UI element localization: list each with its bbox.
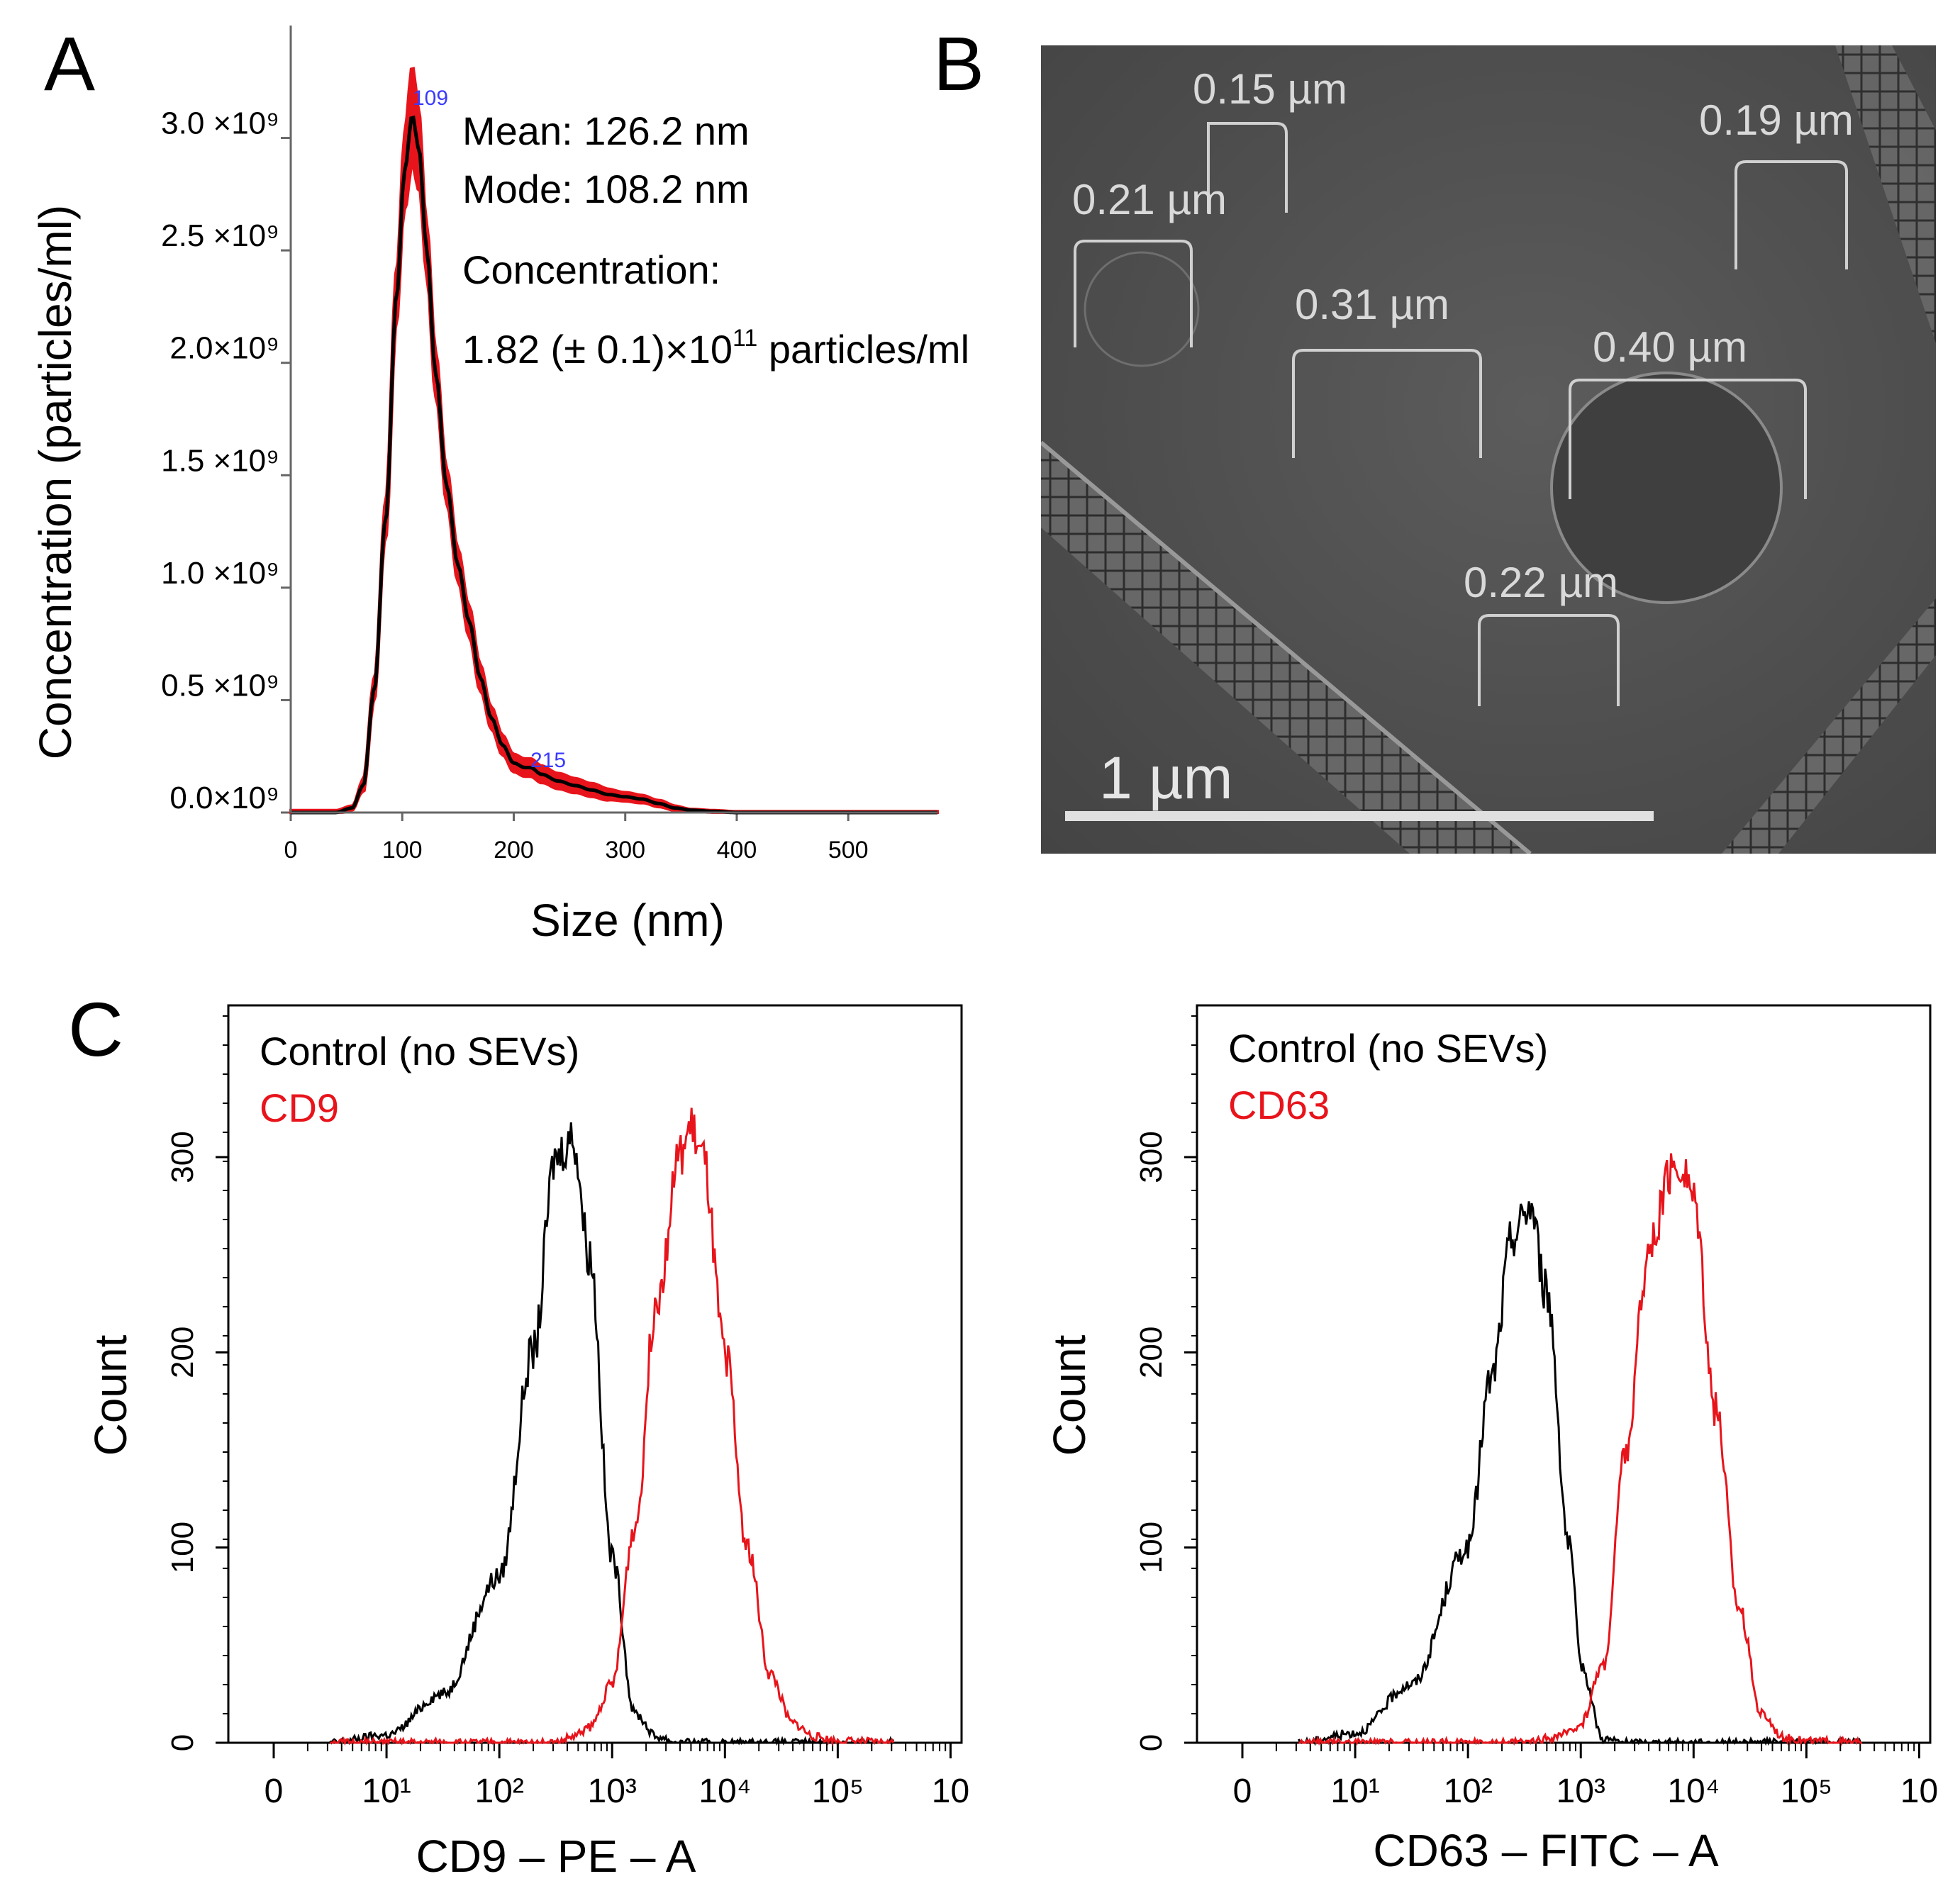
c1-y-tick-label: 0 bbox=[165, 1734, 200, 1751]
c1-x-tick-label: 10⁵ bbox=[812, 1773, 864, 1810]
tem-bracket-0-40 bbox=[1569, 379, 1807, 499]
tem-vesicle-small bbox=[1084, 251, 1200, 367]
tem-micrograph: 0.15 µm 0.19 µm 0.21 µm 0.31 µm 0.40 µm … bbox=[1041, 45, 1936, 854]
cd63-y-ticks: 0 100 200 300 bbox=[1134, 1015, 1197, 1751]
nta-y-tick-label: 1.5 ×10⁹ bbox=[161, 443, 279, 478]
cd9-legend-control: Control (no SEVs) bbox=[260, 1029, 579, 1073]
c2-y-tick-label: 100 bbox=[1134, 1522, 1169, 1573]
c1-y-tick-label: 200 bbox=[165, 1327, 200, 1378]
nta-x-tick-label: 400 bbox=[717, 837, 757, 864]
nta-y-axis-label: Concentration (particles/ml) bbox=[30, 205, 81, 760]
cd9-y-axis-label: Count bbox=[85, 1334, 136, 1456]
tem-bracket-0-31 bbox=[1292, 349, 1482, 458]
nta-mode-text: Mode: 108.2 nm bbox=[462, 167, 750, 211]
c1-y-tick-label: 300 bbox=[165, 1131, 200, 1183]
nta-x-tick-label: 0 bbox=[284, 837, 298, 864]
nta-y-ticks: 0.0×10⁹ 0.5 ×10⁹ 1.0 ×10⁹ 1.5 ×10⁹ 2.0×10⁹ 2.… bbox=[161, 106, 291, 815]
tem-label-0-40: 0.40 µm bbox=[1593, 323, 1747, 371]
nta-concentration-label: Concentration: bbox=[462, 247, 720, 292]
c2-x-tick-label: 10⁴ bbox=[1667, 1773, 1720, 1810]
cd63-y-axis-label: Count bbox=[1044, 1334, 1095, 1456]
cd9-histogram bbox=[330, 1107, 895, 1747]
c1-y-tick-label: 100 bbox=[165, 1522, 200, 1573]
nta-y-tick-label: 2.0×10⁹ bbox=[169, 331, 279, 366]
c2-y-tick-label: 200 bbox=[1134, 1327, 1169, 1378]
tem-bracket-0-15 bbox=[1207, 122, 1288, 213]
c1-x-tick-label: 10² bbox=[474, 1773, 523, 1810]
panel-label-b: B bbox=[933, 21, 985, 106]
cd9-legend-marker: CD9 bbox=[260, 1086, 339, 1130]
c2-x-tick-label: 10² bbox=[1443, 1773, 1492, 1810]
nta-x-tick-label: 100 bbox=[382, 837, 423, 864]
tem-bracket-0-22 bbox=[1478, 614, 1620, 706]
nta-x-axis-label: Size (nm) bbox=[530, 895, 725, 946]
panel-label-c: C bbox=[68, 986, 123, 1072]
nta-x-tick-label: 200 bbox=[494, 837, 534, 864]
nta-concentration-value: 1.82 (± 0.1)×1011 particles/ml bbox=[462, 325, 969, 372]
nta-y-tick-label: 3.0 ×10⁹ bbox=[161, 106, 279, 141]
tem-label-0-19: 0.19 µm bbox=[1699, 96, 1854, 144]
tem-carbon-grid-bar-right bbox=[1722, 598, 1936, 854]
c2-y-tick-label: 0 bbox=[1134, 1734, 1169, 1751]
nta-peak-label-2: 215 bbox=[530, 749, 566, 772]
c1-x-tick-label: 10 bbox=[932, 1773, 969, 1810]
c2-x-tick-label: 10⁵ bbox=[1781, 1773, 1832, 1810]
nta-y-tick-label: 2.5 ×10⁹ bbox=[161, 218, 279, 253]
tem-carbon-grid-bar-top-right bbox=[1835, 45, 1936, 343]
c1-x-tick-label: 10¹ bbox=[362, 1773, 411, 1810]
nta-peak-label-1: 109 bbox=[413, 86, 448, 110]
nta-y-tick-label: 0.5 ×10⁹ bbox=[161, 668, 279, 703]
nta-x-tick-label: 300 bbox=[605, 837, 645, 864]
cd9-x-axis-label: CD9 – PE – A bbox=[416, 1831, 696, 1882]
tem-label-0-22: 0.22 µm bbox=[1464, 559, 1618, 606]
tem-scale-bar bbox=[1065, 811, 1654, 821]
nta-mean-text: Mean: 126.2 nm bbox=[462, 108, 750, 153]
nta-y-tick-label: 0.0×10⁹ bbox=[169, 781, 279, 815]
c1-x-tick-label: 10³ bbox=[588, 1773, 637, 1810]
cd63-legend-control: Control (no SEVs) bbox=[1228, 1026, 1548, 1071]
c2-y-tick-label: 300 bbox=[1134, 1131, 1169, 1183]
cd63-x-ticks: 0 10¹ 10² 10³ 10⁴ 10⁵ 10 bbox=[1233, 1743, 1938, 1810]
c2-x-tick-label: 10 bbox=[1900, 1773, 1938, 1810]
tem-bracket-0-21 bbox=[1074, 240, 1193, 347]
cd63-legend-marker: CD63 bbox=[1228, 1083, 1330, 1127]
tem-bracket-0-19 bbox=[1735, 160, 1848, 269]
panel-label-a: A bbox=[44, 21, 96, 106]
tem-label-0-15: 0.15 µm bbox=[1193, 65, 1347, 113]
tem-label-0-21: 0.21 µm bbox=[1072, 176, 1227, 223]
c2-x-tick-label: 10³ bbox=[1557, 1773, 1605, 1810]
tem-label-0-31: 0.31 µm bbox=[1295, 281, 1449, 328]
cd63-histogram bbox=[1298, 1153, 1862, 1746]
c1-x-tick-label: 0 bbox=[265, 1773, 284, 1810]
tem-vesicle-large bbox=[1550, 372, 1783, 604]
nta-y-tick-label: 1.0 ×10⁹ bbox=[161, 556, 279, 591]
cd9-y-ticks: 0 100 200 300 bbox=[165, 1015, 228, 1751]
c2-x-tick-label: 0 bbox=[1233, 1773, 1252, 1810]
cd63-x-axis-label: CD63 – FITC – A bbox=[1373, 1825, 1719, 1876]
cd9-x-ticks: 0 10¹ 10² 10³ 10⁴ 10⁵ 10 bbox=[265, 1743, 969, 1810]
c2-x-tick-label: 10¹ bbox=[1330, 1773, 1379, 1810]
cd9-control-histogram bbox=[329, 1122, 895, 1746]
nta-x-tick-label: 500 bbox=[828, 837, 869, 864]
nta-x-ticks: 0 100 200 300 400 500 bbox=[284, 813, 869, 864]
tem-scale-bar-label: 1 µm bbox=[1099, 744, 1232, 811]
nta-mean-line bbox=[291, 115, 937, 815]
cd63-control-histogram bbox=[1298, 1201, 1862, 1746]
nta-size-distribution-chart: 0.0×10⁹ 0.5 ×10⁹ 1.0 ×10⁹ 1.5 ×10⁹ 2.0×10⁹ 2.… bbox=[30, 26, 969, 946]
c1-x-tick-label: 10⁴ bbox=[698, 1773, 751, 1810]
